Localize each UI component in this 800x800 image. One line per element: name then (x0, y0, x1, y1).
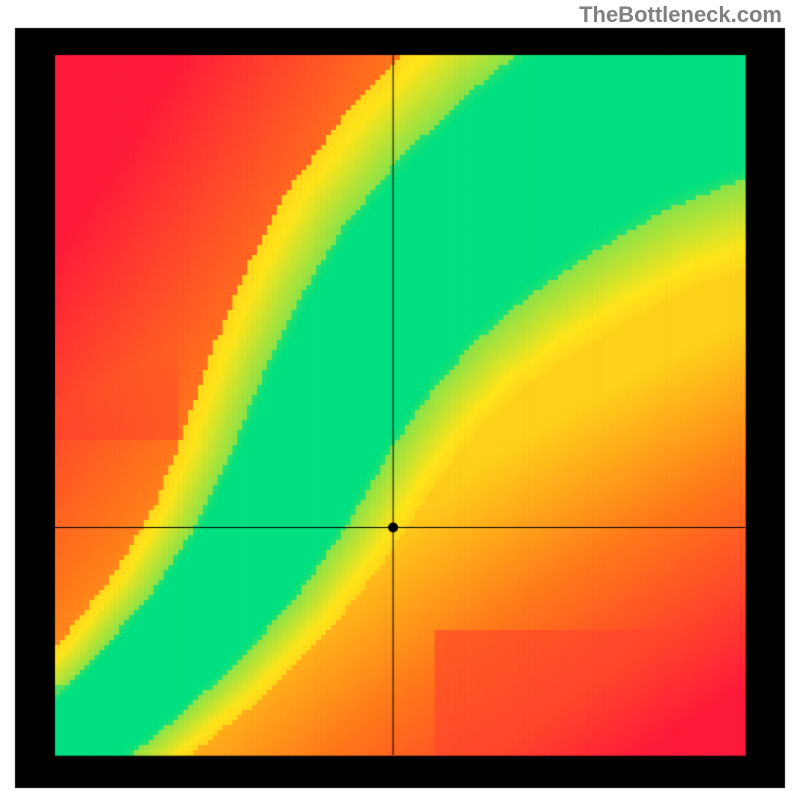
heatmap-canvas (0, 0, 800, 800)
watermark-text: TheBottleneck.com (579, 2, 782, 28)
chart-container: TheBottleneck.com (0, 0, 800, 800)
